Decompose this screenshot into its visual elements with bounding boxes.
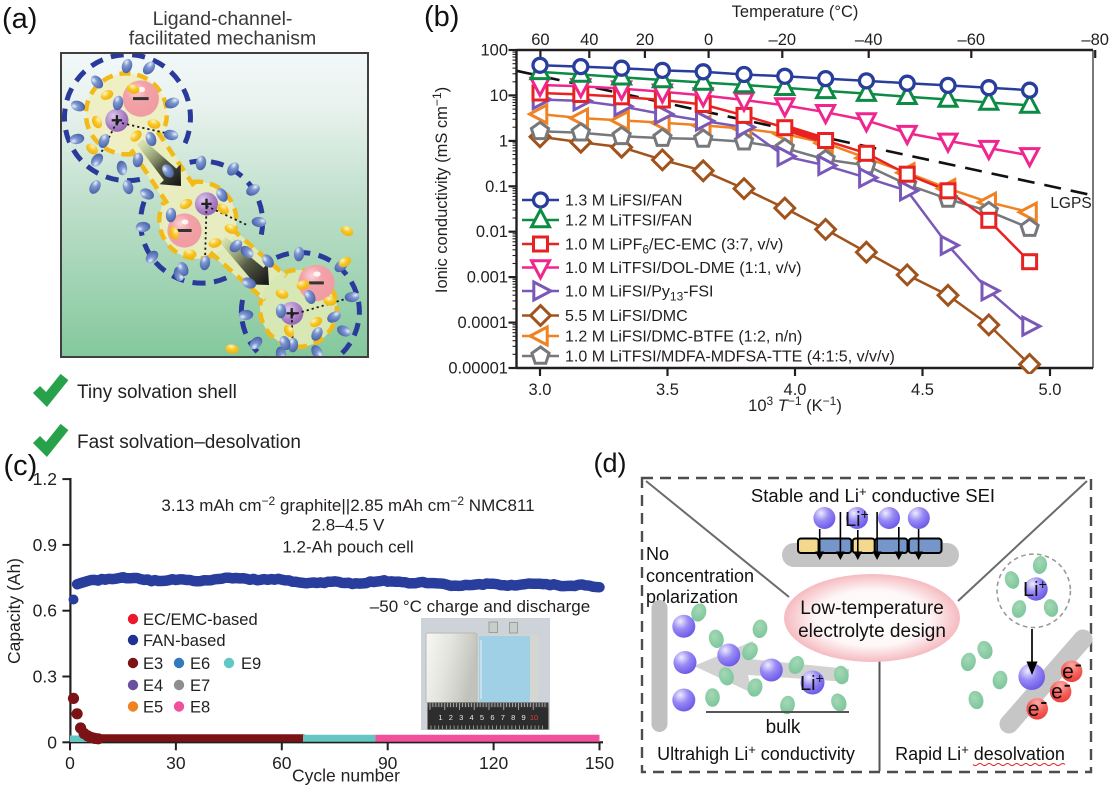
svg-text:Ligand-channel-: Ligand-channel- bbox=[153, 8, 293, 30]
svg-text:Fast solvation–desolvation: Fast solvation–desolvation bbox=[77, 432, 301, 453]
svg-text:1.3 M LiFSI/FAN: 1.3 M LiFSI/FAN bbox=[565, 193, 682, 210]
svg-text:FAN-based: FAN-based bbox=[143, 632, 226, 650]
svg-text:5.5 M LiFSI/DMC: 5.5 M LiFSI/DMC bbox=[565, 308, 688, 325]
svg-text:0.001: 0.001 bbox=[467, 269, 508, 287]
svg-text:4: 4 bbox=[470, 713, 474, 722]
svg-text:(b): (b) bbox=[424, 1, 459, 33]
svg-text:4.5: 4.5 bbox=[911, 381, 934, 399]
svg-text:1.0 M LiPF6/EC-EMC (3:7, v/v): 1.0 M LiPF6/EC-EMC (3:7, v/v) bbox=[565, 237, 783, 257]
svg-text:2.8–4.5 V: 2.8–4.5 V bbox=[312, 516, 385, 535]
svg-text:1.0 M LiTFSI/MDFA-MDFSA-TTE (4: 1.0 M LiTFSI/MDFA-MDFSA-TTE (4:1:5, v/v/… bbox=[565, 349, 895, 366]
svg-text:(c): (c) bbox=[4, 450, 38, 482]
svg-text:0.3: 0.3 bbox=[33, 667, 57, 687]
svg-text:concentration: concentration bbox=[646, 566, 754, 586]
svg-text:4.0: 4.0 bbox=[784, 381, 807, 399]
svg-text:Ionic conductivity (mS cm−1): Ionic conductivity (mS cm−1) bbox=[430, 87, 451, 293]
svg-text:EC/EMC-based: EC/EMC-based bbox=[143, 611, 258, 629]
svg-text:E5: E5 bbox=[143, 699, 163, 717]
svg-text:8: 8 bbox=[511, 713, 515, 722]
svg-text:90: 90 bbox=[378, 753, 398, 773]
svg-text:0.0001: 0.0001 bbox=[458, 314, 508, 332]
svg-text:–80: –80 bbox=[1081, 31, 1109, 49]
svg-text:E3: E3 bbox=[143, 655, 163, 673]
svg-text:E4: E4 bbox=[143, 677, 163, 695]
svg-text:6: 6 bbox=[490, 713, 494, 722]
svg-text:Temperature (°C): Temperature (°C) bbox=[732, 3, 859, 21]
svg-text:bulk: bulk bbox=[766, 717, 801, 738]
svg-text:0: 0 bbox=[47, 732, 57, 752]
svg-text:–50 °C charge and discharge: –50 °C charge and discharge bbox=[370, 597, 590, 616]
svg-text:7: 7 bbox=[501, 713, 505, 722]
svg-text:0.9: 0.9 bbox=[33, 535, 57, 555]
svg-text:0.01: 0.01 bbox=[476, 223, 508, 241]
svg-text:1.2-Ah pouch cell: 1.2-Ah pouch cell bbox=[282, 538, 413, 557]
svg-text:polarization: polarization bbox=[646, 587, 738, 607]
svg-text:2: 2 bbox=[449, 713, 453, 722]
svg-text:–40: –40 bbox=[855, 31, 883, 49]
svg-text:60: 60 bbox=[531, 31, 549, 49]
svg-text:0: 0 bbox=[65, 753, 75, 773]
svg-text:1.2: 1.2 bbox=[33, 469, 57, 489]
svg-text:3.13 mAh cm−2 graphite||2.85 m: 3.13 mAh cm−2 graphite||2.85 mAh cm−2 NM… bbox=[161, 494, 534, 515]
svg-text:1: 1 bbox=[438, 713, 442, 722]
svg-text:1.0 M LiTFSI/DOL-DME (1:1, v/v: 1.0 M LiTFSI/DOL-DME (1:1, v/v) bbox=[565, 260, 801, 277]
svg-text:1.2 M LiFSI/DMC-BTFE (1:2, n/n: 1.2 M LiFSI/DMC-BTFE (1:2, n/n) bbox=[565, 329, 802, 346]
svg-text:Stable and Li+ conductive SEI: Stable and Li+ conductive SEI bbox=[751, 484, 995, 506]
svg-text:0: 0 bbox=[704, 31, 713, 49]
svg-text:E8: E8 bbox=[190, 699, 210, 717]
svg-text:20: 20 bbox=[636, 31, 654, 49]
svg-text:3.5: 3.5 bbox=[656, 381, 679, 399]
svg-text:10: 10 bbox=[530, 713, 538, 722]
svg-text:120: 120 bbox=[479, 753, 508, 773]
svg-text:100: 100 bbox=[480, 42, 508, 60]
svg-text:150: 150 bbox=[585, 753, 614, 773]
svg-text:1: 1 bbox=[499, 132, 508, 150]
svg-text:3.0: 3.0 bbox=[529, 381, 552, 399]
svg-text:LGPS: LGPS bbox=[1050, 195, 1091, 212]
svg-text:(a): (a) bbox=[2, 3, 37, 35]
svg-text:facilitated mechanism: facilitated mechanism bbox=[129, 28, 317, 50]
svg-text:0.6: 0.6 bbox=[33, 601, 57, 621]
svg-text:60: 60 bbox=[272, 753, 292, 773]
svg-text:3: 3 bbox=[459, 713, 463, 722]
svg-text:(d): (d) bbox=[594, 448, 627, 478]
svg-text:Rapid Li+ desolvation: Rapid Li+ desolvation bbox=[895, 742, 1065, 764]
svg-text:e: e bbox=[1028, 698, 1040, 721]
svg-text:e: e bbox=[1051, 681, 1063, 704]
svg-text:Tiny solvation shell: Tiny solvation shell bbox=[77, 382, 237, 403]
svg-text:1.2 M LiTFSI/FAN: 1.2 M LiTFSI/FAN bbox=[565, 213, 692, 230]
svg-text:E7: E7 bbox=[190, 677, 210, 695]
svg-text:40: 40 bbox=[580, 31, 598, 49]
svg-text:5.0: 5.0 bbox=[1039, 381, 1062, 399]
svg-text:–20: –20 bbox=[769, 31, 797, 49]
svg-text:Ultrahigh Li+ conductivity: Ultrahigh Li+ conductivity bbox=[657, 742, 855, 764]
svg-text:Low-temperature: Low-temperature bbox=[800, 598, 944, 619]
svg-text:0.00001: 0.00001 bbox=[448, 360, 508, 378]
svg-text:0.1: 0.1 bbox=[485, 178, 508, 196]
svg-text:30: 30 bbox=[166, 753, 186, 773]
svg-text:10: 10 bbox=[490, 87, 508, 105]
svg-text:No: No bbox=[646, 544, 669, 564]
svg-text:e: e bbox=[1062, 660, 1074, 683]
svg-text:Capacity (Ah): Capacity (Ah) bbox=[4, 558, 24, 664]
svg-text:Cycle number: Cycle number bbox=[292, 766, 400, 786]
svg-text:9: 9 bbox=[522, 713, 526, 722]
svg-text:5: 5 bbox=[480, 713, 484, 722]
svg-text:–60: –60 bbox=[958, 31, 986, 49]
svg-text:electrolyte design: electrolyte design bbox=[798, 621, 946, 642]
svg-text:E9: E9 bbox=[241, 655, 261, 673]
svg-text:E6: E6 bbox=[190, 655, 210, 673]
